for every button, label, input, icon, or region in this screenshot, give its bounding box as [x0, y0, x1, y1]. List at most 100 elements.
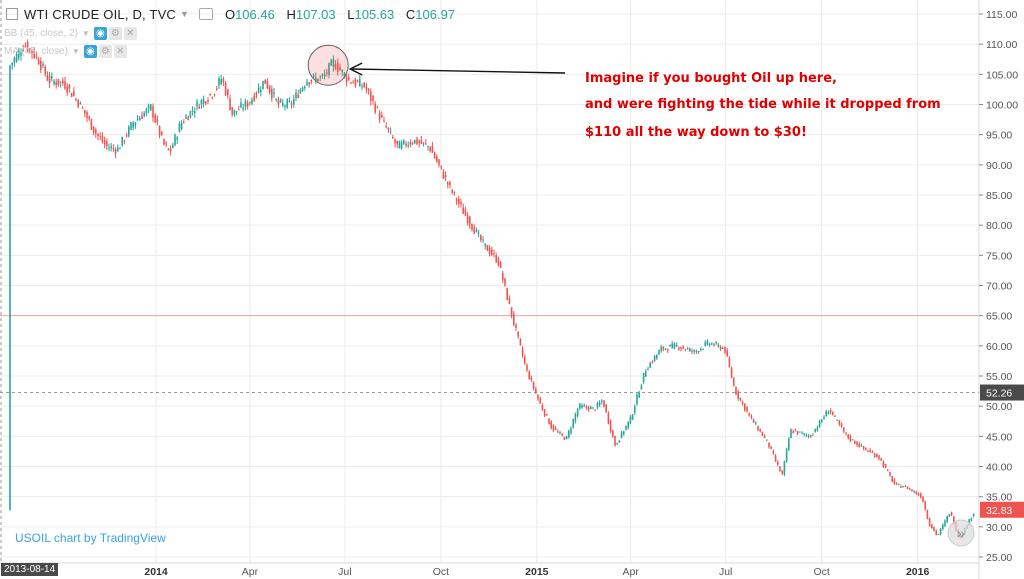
candle-body	[282, 102, 284, 106]
candle-body	[851, 439, 854, 441]
candle-body	[794, 430, 797, 432]
candle-body	[909, 488, 911, 490]
candle-body	[816, 427, 819, 431]
visibility-eye-icon[interactable]: ◉	[93, 27, 107, 40]
candle-body	[772, 451, 775, 454]
price-tick-label: 75.00	[986, 250, 1012, 262]
candle-body	[900, 486, 902, 488]
candlesticks	[9, 39, 975, 539]
candle-body	[662, 347, 665, 350]
candle-body	[640, 385, 643, 390]
candle-body	[132, 122, 134, 128]
chevron-down-icon[interactable]: ▼	[81, 29, 90, 38]
annotation-arrow-head[interactable]	[348, 62, 363, 76]
gear-icon[interactable]: ⚙	[98, 45, 112, 58]
candle-body	[431, 146, 434, 153]
eye-icon[interactable]	[198, 8, 213, 20]
candle-body	[15, 53, 18, 62]
close-icon[interactable]: ✕	[113, 45, 127, 58]
candle-body	[469, 216, 471, 226]
candle-body	[497, 258, 500, 265]
candle-body	[682, 346, 684, 349]
candle-body	[422, 142, 425, 144]
candle-body	[517, 331, 519, 337]
candle-body	[315, 77, 317, 82]
candle-body	[416, 138, 418, 145]
symbol-title[interactable]: WTI CRUDE OIL, D, TVC	[24, 6, 177, 22]
candle-body	[814, 429, 816, 432]
candle-body	[759, 429, 761, 432]
candle-body	[11, 62, 13, 66]
candle-body	[585, 406, 588, 408]
price-axis[interactable]: 115.00 110.00 105.00 100.00 95.00 90.00 85.00 8…	[978, 0, 1024, 579]
candle-body	[427, 145, 429, 147]
highlight-circle[interactable]	[307, 44, 349, 86]
candle-body	[686, 348, 689, 350]
candle-body	[198, 106, 200, 109]
candle-body	[312, 75, 315, 77]
candle-body	[722, 347, 724, 349]
candle-body	[103, 140, 106, 144]
watermark[interactable]: USOIL chart by TradingView	[15, 531, 166, 545]
candle-body	[746, 406, 748, 412]
candle-body	[400, 142, 403, 149]
indicator-ma[interactable]: MA (45, close) ▼ ◉ ⚙ ✕	[4, 45, 129, 58]
candle-body	[458, 198, 460, 205]
candle-body	[607, 412, 610, 424]
candle-body	[845, 432, 847, 434]
candle-body	[653, 356, 656, 362]
ohlc-readout: O106.46 H107.03 L105.63 C106.97	[225, 7, 463, 22]
candle-body	[200, 100, 203, 105]
candle-body	[697, 351, 700, 353]
candle-body	[392, 136, 394, 139]
chevron-down-icon[interactable]: ▼	[180, 9, 189, 19]
candle-body	[891, 476, 893, 482]
candle-body	[717, 344, 720, 347]
candle-body	[341, 69, 343, 73]
candle-body	[920, 493, 922, 498]
time-tick-label: Jul	[338, 566, 351, 578]
close-icon[interactable]: ✕	[123, 27, 137, 40]
chevron-down-icon[interactable]: ▼	[71, 47, 80, 56]
candle-body	[222, 78, 225, 82]
candle-body	[48, 76, 51, 84]
annotation-arrow-line[interactable]	[352, 68, 566, 74]
candle-body	[466, 214, 469, 224]
gear-icon[interactable]: ⚙	[108, 27, 122, 40]
candle-body	[972, 513, 975, 517]
chevron-right-icon[interactable]: »	[957, 525, 965, 541]
candle-body	[807, 435, 810, 437]
candle-body	[275, 98, 277, 101]
price-tick-label: 40.00	[986, 462, 1012, 474]
symbol-menu-icon[interactable]	[6, 8, 18, 20]
candle-body	[123, 140, 126, 142]
time-axis[interactable]: 2014 Apr Jul Oct 2015 Apr Jul Oct 2016	[0, 562, 979, 578]
indicator-bb[interactable]: BB (45, close, 2) ▼ ◉ ⚙ ✕	[4, 27, 139, 40]
candle-body	[365, 86, 368, 90]
price-tick-label: 90.00	[986, 160, 1012, 172]
scroll-to-realtime-button[interactable]	[947, 519, 975, 547]
candle-body	[836, 419, 838, 421]
candle-body	[235, 111, 238, 113]
candle-body	[317, 78, 319, 82]
candle-body	[944, 520, 946, 526]
candle-body	[119, 148, 121, 150]
candle-body	[568, 430, 570, 438]
candle-body	[854, 440, 856, 444]
candle-body	[271, 88, 273, 99]
candle-body	[9, 65, 11, 510]
candle-body	[618, 440, 621, 443]
candle-body	[106, 141, 108, 147]
candle-body	[29, 48, 31, 50]
candle-body	[557, 431, 559, 433]
candle-body	[832, 411, 834, 415]
candle-body	[169, 148, 172, 152]
candle-body	[631, 414, 634, 420]
candle-body	[785, 448, 788, 462]
candle-body	[62, 80, 64, 84]
candle-body	[321, 75, 324, 77]
candle-body	[970, 518, 973, 521]
candle-body	[781, 470, 783, 474]
visibility-eye-icon[interactable]: ◉	[83, 45, 97, 58]
